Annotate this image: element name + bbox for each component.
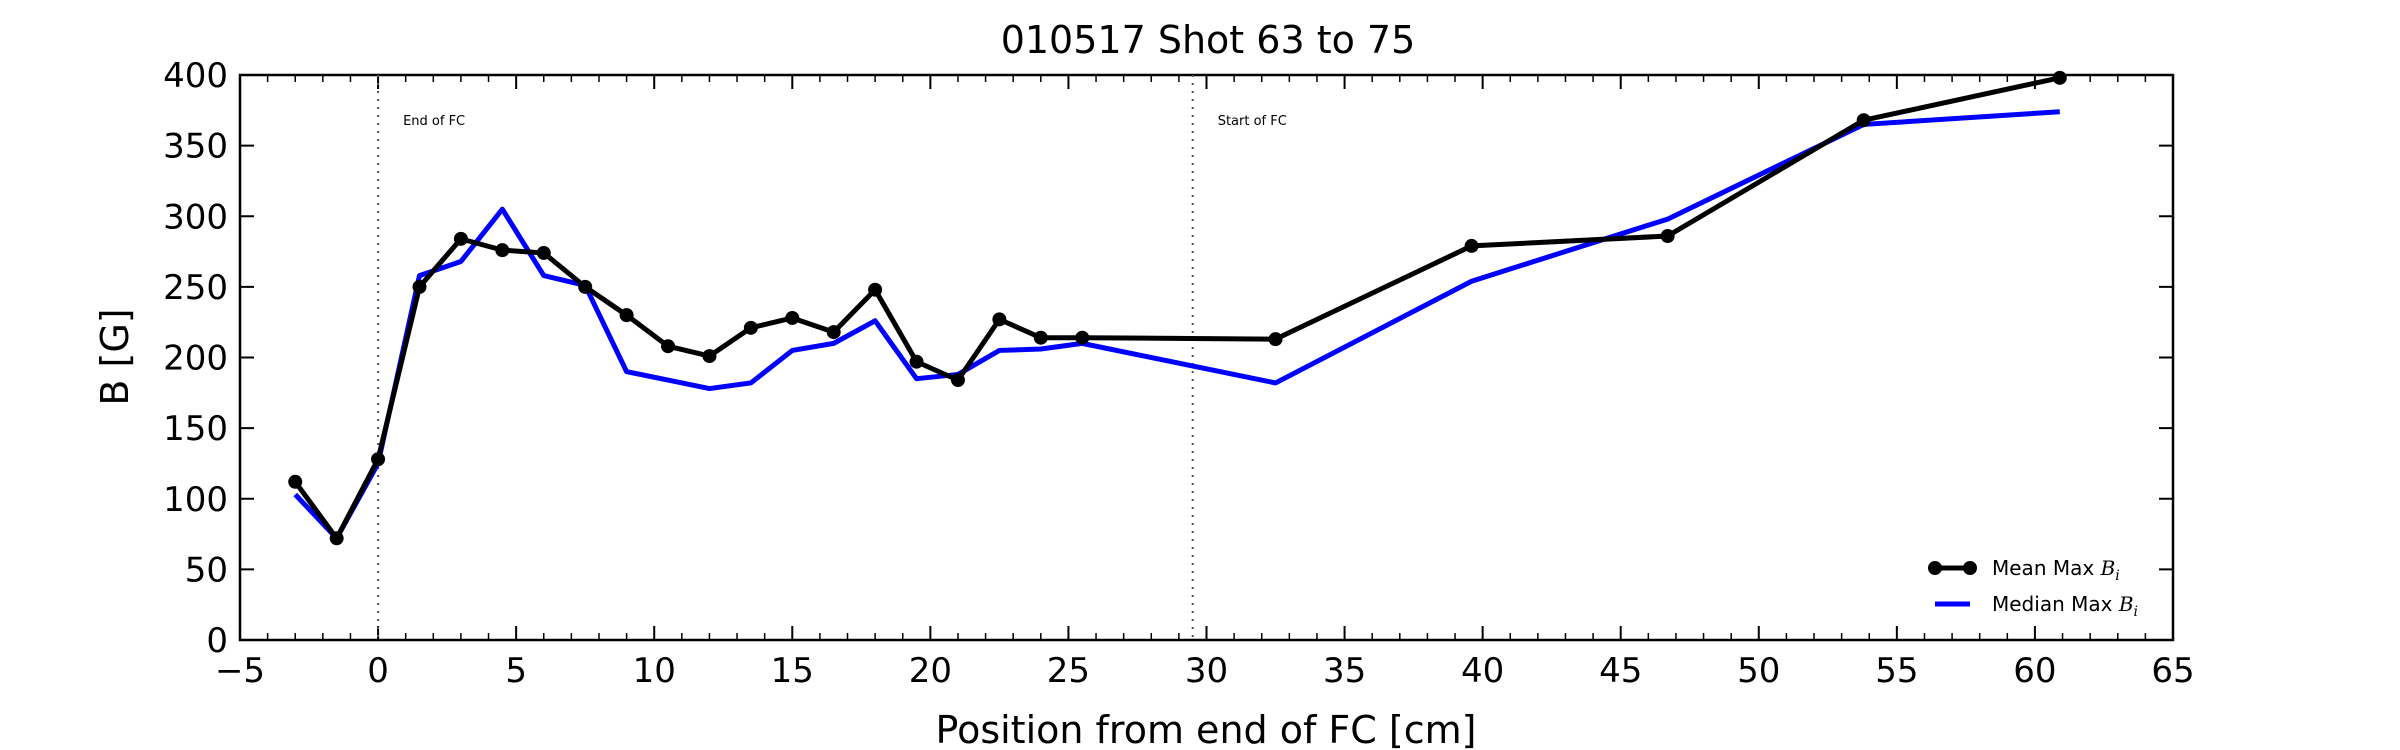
x-tick-label: 10 <box>633 651 676 691</box>
x-tick-labels: −5 0 5 10 15 20 25 30 35 40 45 50 55 60 65 <box>215 651 2195 691</box>
y-tick-label: 250 <box>163 268 228 308</box>
data-point <box>329 531 344 546</box>
data-point <box>992 312 1007 327</box>
x-tick-label: 15 <box>771 651 814 691</box>
reference-line-label: Start of FC <box>1218 114 1287 129</box>
plot-area <box>238 73 2175 642</box>
data-point <box>536 245 551 260</box>
data-point <box>826 325 841 340</box>
y-tick-label: 50 <box>185 550 228 590</box>
data-point <box>2052 70 2067 85</box>
chart-title: 010517 Shot 63 to 75 <box>1001 18 1416 62</box>
data-point <box>1033 330 1048 345</box>
y-tick-label: 150 <box>163 409 228 449</box>
reference-lines: End of FC Start of FC <box>377 75 1287 640</box>
x-tick-label: 65 <box>2151 651 2194 691</box>
y-tick-label: 0 <box>206 621 228 661</box>
legend-marker <box>1928 561 1942 575</box>
x-tick-label: −5 <box>215 651 265 691</box>
data-point <box>412 279 427 294</box>
reference-line-label: End of FC <box>403 114 465 129</box>
data-point <box>868 282 883 297</box>
x-tick-label: 45 <box>1599 651 1642 691</box>
data-point <box>950 373 965 388</box>
data-point <box>619 308 634 323</box>
data-point <box>661 339 676 354</box>
x-tick-label: 35 <box>1323 651 1366 691</box>
x-tick-label: 0 <box>367 651 389 691</box>
y-tick-labels: 0 50 100 150 200 250 300 350 400 <box>163 56 228 661</box>
x-tick-label: 55 <box>1875 651 1918 691</box>
x-tick-label: 30 <box>1185 651 1228 691</box>
data-point <box>1660 229 1675 244</box>
x-axis-label: Position from end of FC [cm] <box>936 708 1477 750</box>
legend-label: Mean Max Bi <box>1992 556 2120 584</box>
data-point <box>495 243 510 258</box>
data-point <box>578 279 593 294</box>
legend-label-text: Median Max <box>1992 592 2119 616</box>
y-axis-label: B [G] <box>93 308 137 405</box>
data-point <box>785 310 800 325</box>
data-point <box>1856 113 1871 128</box>
legend-label: Median Max Bi <box>1992 592 2138 620</box>
x-tick-label: 5 <box>505 651 527 691</box>
legend-label-subscript: i <box>2115 568 2119 584</box>
series-line <box>293 109 2060 541</box>
y-tick-label: 400 <box>163 56 228 96</box>
axis-ticks <box>239 74 2174 641</box>
x-tick-label: 40 <box>1461 651 1504 691</box>
series-group <box>288 70 2067 546</box>
series-line <box>293 75 2061 541</box>
data-point <box>371 452 386 467</box>
data-point <box>1268 332 1283 347</box>
legend-marker <box>1963 561 1977 575</box>
x-tick-label: 60 <box>2013 651 2056 691</box>
legend-label-text: Mean Max <box>1992 556 2101 580</box>
y-tick-label: 300 <box>163 197 228 237</box>
x-tick-label: 20 <box>909 651 952 691</box>
y-tick-label: 200 <box>163 339 228 379</box>
data-point <box>1075 330 1090 345</box>
data-point <box>288 474 303 489</box>
data-point <box>702 349 717 364</box>
legend-label-subscript: i <box>2134 604 2138 620</box>
legend-label-math: B <box>2118 592 2134 616</box>
y-tick-label: 100 <box>163 480 228 520</box>
data-point <box>1464 238 1479 253</box>
x-tick-label: 25 <box>1047 651 1090 691</box>
y-tick-label: 350 <box>163 127 228 167</box>
plot-border <box>238 73 2175 642</box>
data-point <box>909 354 924 369</box>
data-point <box>453 231 468 246</box>
x-tick-label: 50 <box>1737 651 1780 691</box>
legend-label-math: B <box>2100 556 2116 580</box>
data-point <box>743 320 758 335</box>
